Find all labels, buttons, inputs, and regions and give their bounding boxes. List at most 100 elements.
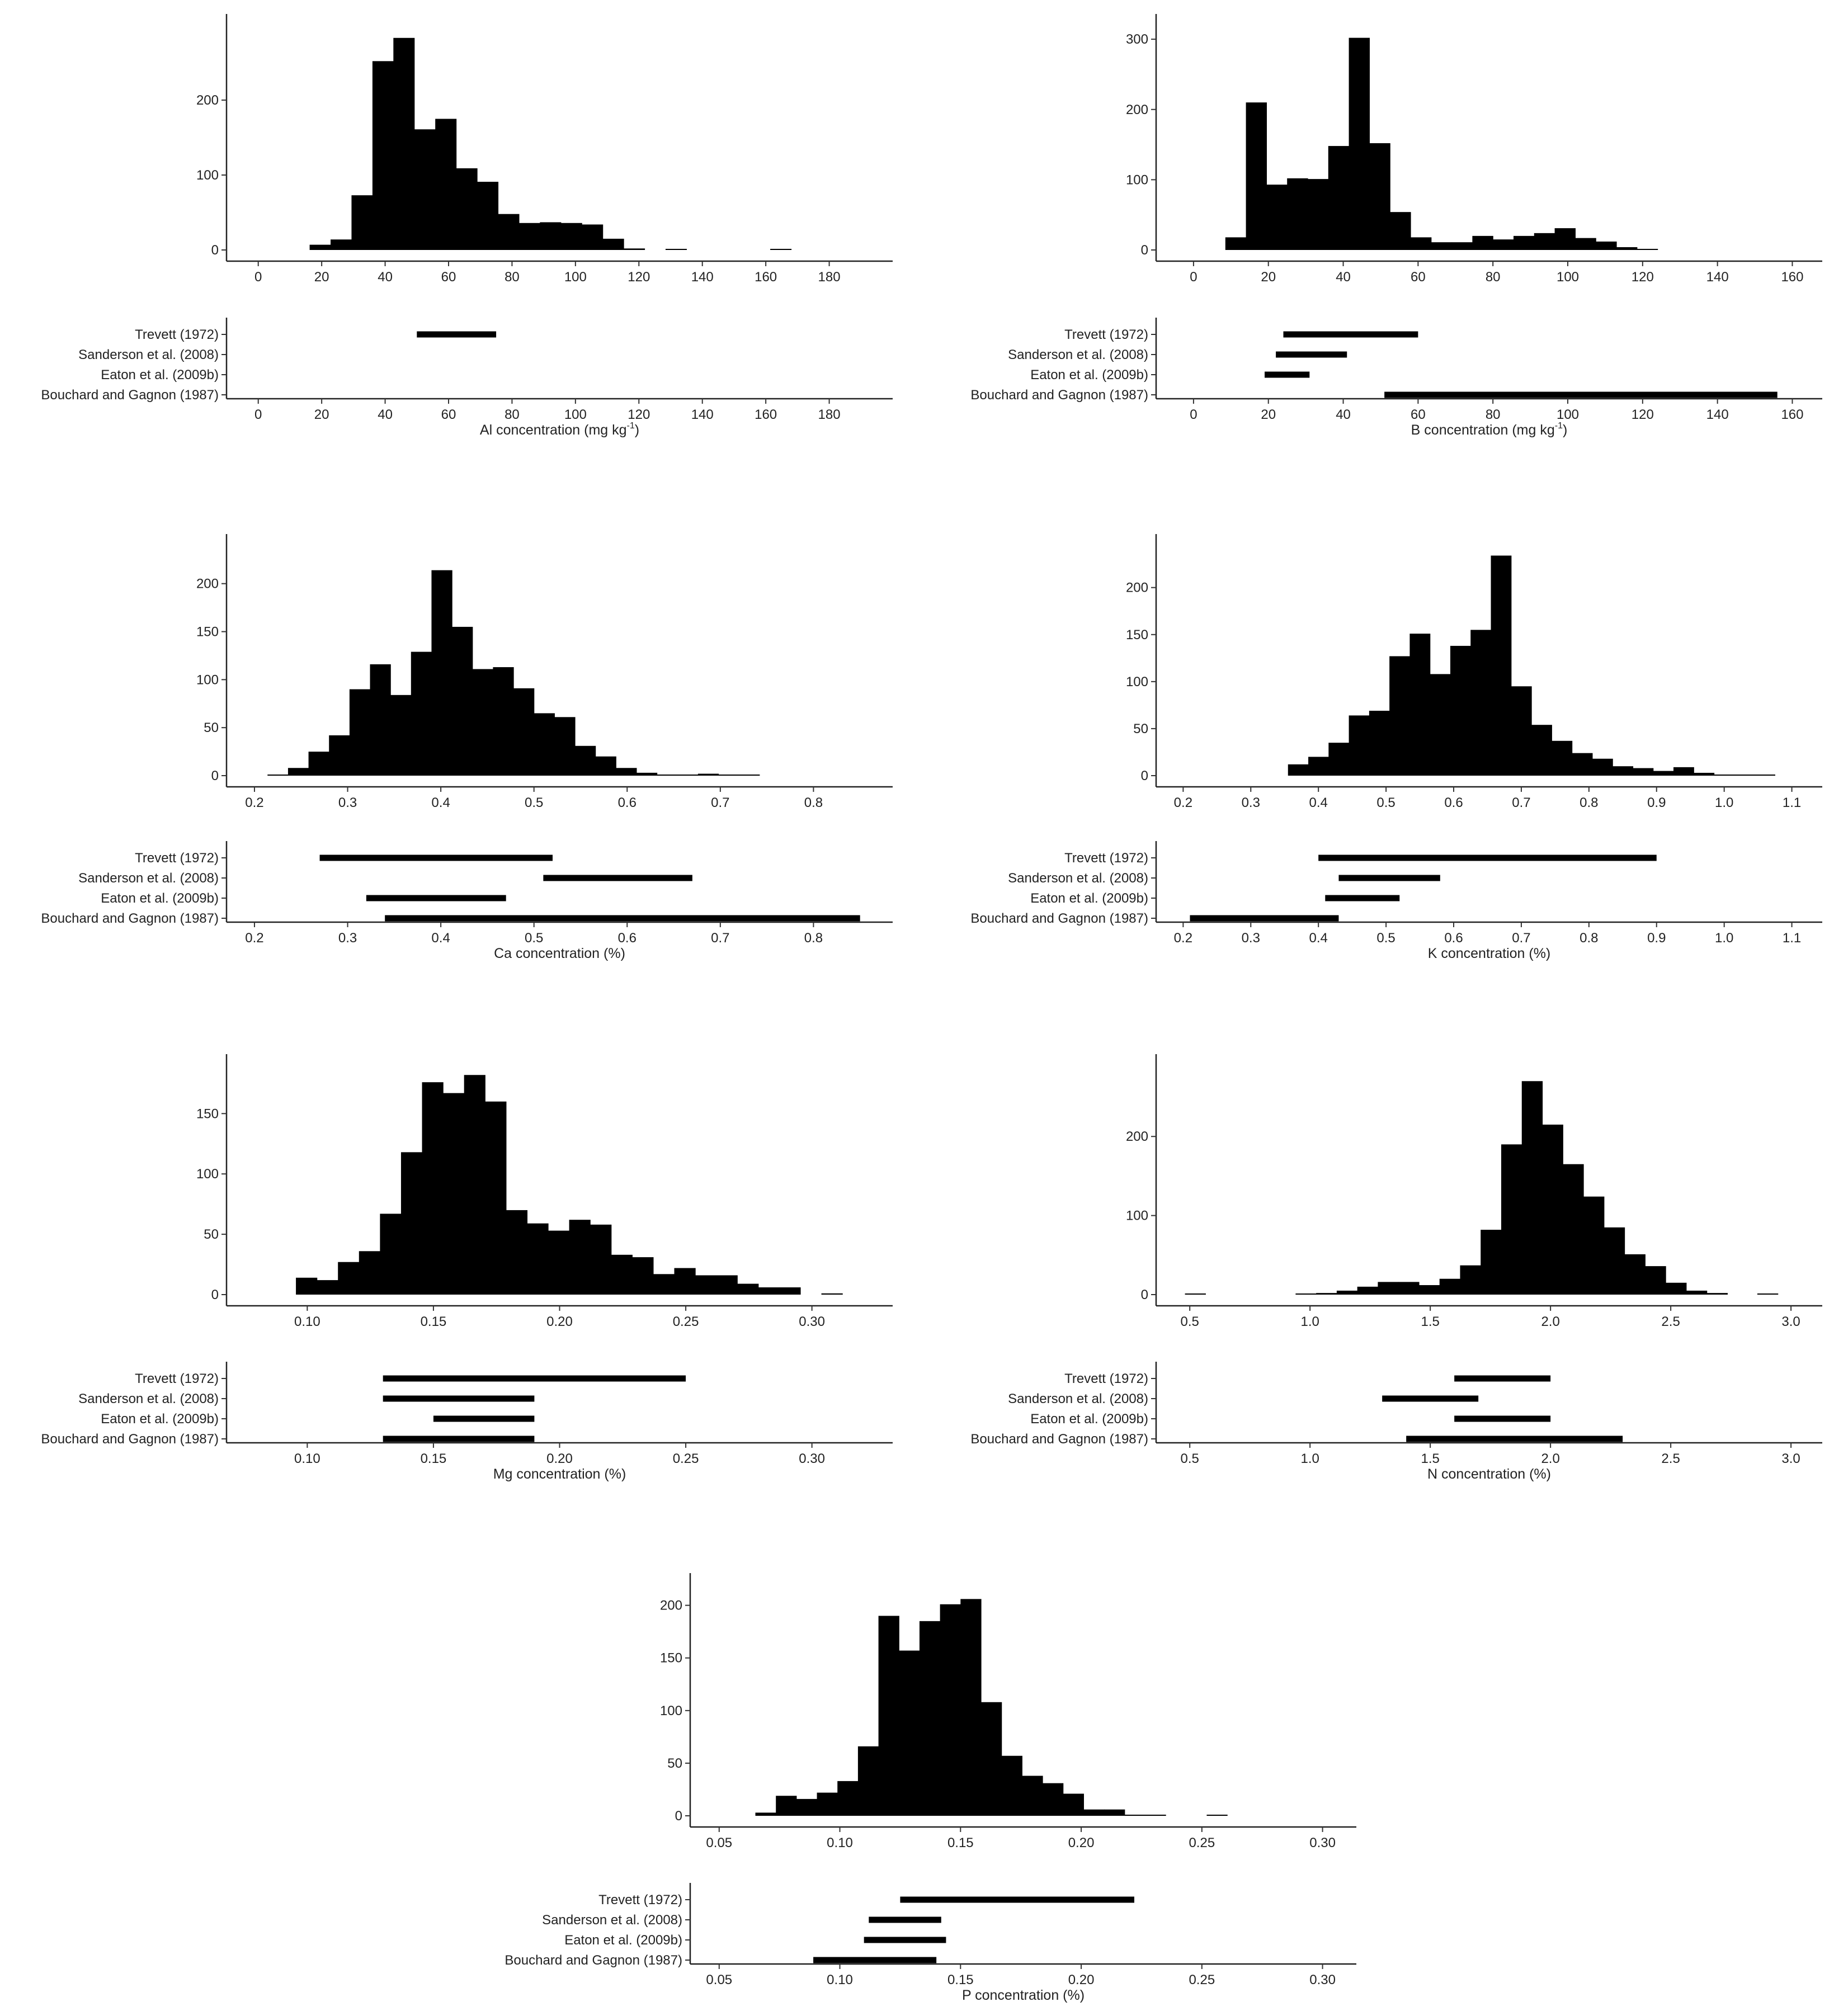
- x-tick-label: 80: [1486, 270, 1501, 285]
- y-tick-label: 100: [196, 1167, 219, 1182]
- range-x-tick-label: 0.5: [525, 931, 543, 946]
- x-tick-label: 0.25: [1189, 1835, 1215, 1850]
- x-tick-label: 0.7: [711, 795, 729, 810]
- histogram-bar: [1624, 1254, 1646, 1295]
- y-tick-label: 150: [1126, 627, 1148, 643]
- histogram-bar: [393, 37, 415, 250]
- histogram-bar: [431, 570, 452, 776]
- x-tick-label: 120: [1632, 270, 1654, 285]
- x-axis-title-superscript: -1: [1555, 421, 1563, 431]
- histogram-bar: [582, 224, 604, 250]
- histogram-bar: [1734, 775, 1755, 776]
- x-tick-label: 0.8: [804, 795, 823, 810]
- histogram-bar: [919, 1621, 941, 1816]
- x-tick-label: 0: [254, 270, 262, 285]
- range-x-tick-label: 1.0: [1300, 1451, 1319, 1466]
- histogram-bar: [1295, 1293, 1317, 1295]
- x-axis-title-main: Al concentration (mg kg: [480, 422, 627, 438]
- y-tick-label: 100: [196, 672, 219, 687]
- histogram-bar: [329, 735, 350, 776]
- reference-label: Trevett (1972): [598, 1892, 682, 1908]
- reference-label: Trevett (1972): [135, 851, 219, 866]
- x-axis-title-superscript: -1: [627, 421, 635, 431]
- y-tick-label: 50: [204, 1227, 219, 1242]
- histogram-bar: [338, 1262, 360, 1295]
- x-tick-label: 0.15: [421, 1314, 447, 1329]
- x-tick-label: 0.20: [546, 1314, 573, 1329]
- histogram-bar: [1410, 237, 1432, 250]
- histogram-bar: [1409, 634, 1431, 776]
- histogram-bar: [1369, 710, 1390, 776]
- histogram-bar: [1604, 1227, 1625, 1295]
- histogram-bar: [1592, 758, 1613, 776]
- x-axis-title-end: ): [635, 422, 639, 438]
- range-x-tick-label: 0.25: [1189, 1972, 1215, 1987]
- x-tick-label: 0.5: [1181, 1314, 1199, 1329]
- y-tick-label: 0: [675, 1809, 682, 1824]
- x-tick-label: 120: [628, 270, 650, 285]
- histogram-bar: [540, 222, 562, 250]
- x-axis-title-main: N concentration (%): [1427, 1466, 1551, 1482]
- histogram-bar: [498, 214, 520, 250]
- range-x-tick-label: 0.30: [1309, 1972, 1336, 1987]
- x-tick-label: 0: [1190, 270, 1197, 285]
- range-x-tick-label: 60: [1411, 407, 1426, 422]
- x-tick-label: 0.5: [525, 795, 543, 810]
- x-tick-label: 0.15: [947, 1835, 974, 1850]
- histogram-bar: [309, 244, 331, 250]
- histogram-bar: [1694, 772, 1715, 776]
- histogram-bar: [1418, 1285, 1440, 1295]
- reference-label: Bouchard and Gagnon (1987): [505, 1953, 682, 1968]
- x-axis-title: P concentration (%): [962, 1987, 1085, 2003]
- histogram-bar: [569, 1220, 591, 1295]
- x-tick-label: 1.0: [1715, 795, 1733, 810]
- range-x-tick-label: 20: [1261, 407, 1276, 422]
- range-x-tick-label: 0.2: [245, 931, 263, 946]
- range-x-tick-label: 3.0: [1781, 1451, 1800, 1466]
- reference-label: Bouchard and Gagnon (1987): [970, 911, 1148, 926]
- histogram-bar: [1637, 249, 1658, 250]
- x-tick-label: 160: [1781, 270, 1803, 285]
- histogram-bar: [435, 119, 457, 250]
- histogram-bar: [1225, 237, 1247, 250]
- panel-p: 0 50 100 150 200 0.05 0.10 0.15 0.20 0.25 0.30 Trev…: [505, 1573, 1356, 2003]
- histogram-bar: [980, 1702, 1002, 1816]
- histogram-bar: [636, 772, 658, 776]
- x-tick-label: 0.5: [1376, 795, 1395, 810]
- reference-label: Bouchard and Gagnon (1987): [970, 1432, 1148, 1447]
- range-x-tick-label: 2.5: [1661, 1451, 1680, 1466]
- histogram-bar: [1757, 1293, 1779, 1295]
- range-x-tick-label: 80: [1486, 407, 1501, 422]
- range-x-tick-label: 100: [1557, 407, 1579, 422]
- histogram-bar: [560, 223, 582, 250]
- histogram-bar: [414, 129, 436, 250]
- y-tick-label: 150: [196, 625, 219, 640]
- histogram-bar: [1287, 178, 1308, 250]
- histogram-bar: [1390, 212, 1411, 250]
- x-tick-label: 0.4: [1309, 795, 1328, 810]
- reference-label: Bouchard and Gagnon (1987): [41, 388, 219, 403]
- histogram-bar: [857, 1746, 879, 1816]
- histogram-bar: [351, 195, 373, 250]
- histogram-bar: [1043, 1783, 1064, 1816]
- histogram-bar: [370, 664, 391, 776]
- histogram-bar: [1552, 740, 1573, 776]
- histogram-bar: [1501, 1144, 1522, 1295]
- histogram-bar: [513, 688, 535, 776]
- x-tick-label: 0.6: [618, 795, 637, 810]
- histogram-bar: [1307, 179, 1329, 250]
- histogram-bar: [534, 713, 555, 776]
- range-x-tick-label: 2.0: [1541, 1451, 1559, 1466]
- histogram-bar: [779, 1287, 801, 1295]
- range-x-tick-label: 160: [755, 407, 777, 422]
- histogram-bar: [1616, 247, 1638, 250]
- x-axis-title: Ca concentration (%): [494, 946, 625, 961]
- reference-label: Eaton et al. (2009b): [1030, 1411, 1148, 1427]
- reference-label: Sanderson et al. (2008): [1008, 347, 1148, 362]
- x-tick-label: 0.20: [1068, 1835, 1095, 1850]
- x-tick-label: 0.10: [294, 1314, 320, 1329]
- reference-label: Sanderson et al. (2008): [542, 1913, 682, 1928]
- histogram-bar: [657, 775, 678, 776]
- histogram-bar: [1686, 1290, 1708, 1295]
- histogram-bar: [1714, 775, 1735, 776]
